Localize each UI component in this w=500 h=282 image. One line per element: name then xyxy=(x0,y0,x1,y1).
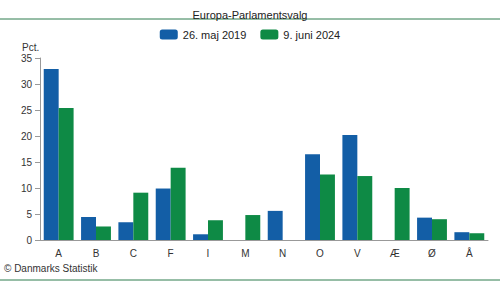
svg-text:Europa-Parlamentsvalg: Europa-Parlamentsvalg xyxy=(193,9,308,21)
svg-text:C: C xyxy=(130,248,137,259)
svg-text:Ø: Ø xyxy=(428,248,436,259)
svg-text:I: I xyxy=(207,248,210,259)
svg-text:9. juni 2024: 9. juni 2024 xyxy=(283,29,340,41)
svg-text:M: M xyxy=(241,248,249,259)
svg-text:A: A xyxy=(55,248,62,259)
svg-text:15: 15 xyxy=(21,157,33,168)
svg-text:30: 30 xyxy=(21,79,33,90)
svg-text:Æ: Æ xyxy=(390,248,400,259)
svg-text:10: 10 xyxy=(21,183,33,194)
svg-text:© Danmarks Statistik: © Danmarks Statistik xyxy=(4,263,99,274)
svg-text:35: 35 xyxy=(21,53,33,64)
svg-text:O: O xyxy=(316,248,324,259)
svg-text:B: B xyxy=(93,248,100,259)
svg-text:F: F xyxy=(168,248,174,259)
svg-text:26. maj 2019: 26. maj 2019 xyxy=(183,29,247,41)
svg-text:Pct.: Pct. xyxy=(22,42,39,53)
svg-text:20: 20 xyxy=(21,131,33,142)
svg-text:0: 0 xyxy=(26,235,32,246)
svg-text:Å: Å xyxy=(466,247,473,259)
svg-text:5: 5 xyxy=(26,209,32,220)
svg-text:25: 25 xyxy=(21,105,33,116)
svg-text:V: V xyxy=(354,248,361,259)
svg-text:N: N xyxy=(279,248,286,259)
